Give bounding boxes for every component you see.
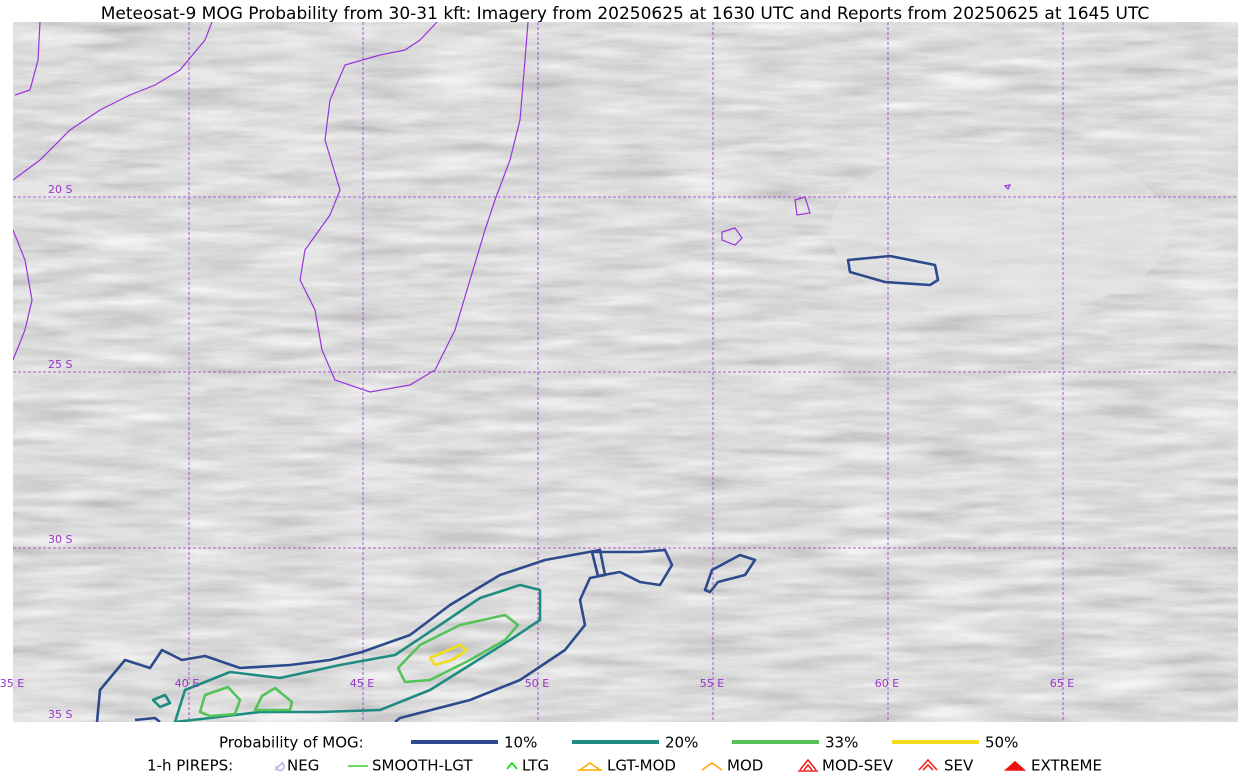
legend-label: MOD: [727, 757, 763, 775]
pirep-icon: [1003, 760, 1027, 771]
lon-label: 65 E: [1050, 677, 1074, 690]
legend-title: 1-h PIREPS:: [147, 757, 233, 775]
cloud-system: [830, 145, 1170, 315]
pirep-icon: [506, 761, 518, 770]
legend-label: LGT-MOD: [607, 757, 676, 775]
lon-label: 45 E: [350, 677, 374, 690]
contour-10: [95, 548, 607, 722]
legend-label: 20%: [665, 734, 698, 752]
lon-label: 40 E: [175, 677, 199, 690]
lat-label: 25 S: [48, 358, 72, 371]
lon-label: 55 E: [700, 677, 724, 690]
legend-title: Probability of MOG:: [219, 734, 364, 752]
contour-20: [151, 693, 172, 709]
legend-label: SMOOTH-LGT: [372, 757, 473, 775]
pirep-icon: [918, 758, 938, 771]
legend-label: 10%: [504, 734, 537, 752]
legend-label: 50%: [985, 734, 1018, 752]
grid-lines: [13, 22, 1238, 722]
lat-label: 20 S: [48, 183, 72, 196]
lon-label: 50 E: [525, 677, 549, 690]
coastlines: [13, 22, 1012, 393]
contour-20: [173, 583, 542, 722]
africa-coast: [13, 22, 41, 361]
lon-label: 35 E: [0, 677, 24, 690]
map: 20 S 25 S 30 S 35 S: [13, 22, 1238, 722]
contour-50: [428, 643, 469, 667]
legend: Probability of MOG: 10% 20% 33% 50% 1-h PIREP…: [147, 734, 1102, 775]
legend-label: LTG: [522, 757, 549, 775]
pirep-icon: [798, 758, 818, 772]
pirep-icon: [701, 762, 723, 771]
lat-label: 35 S: [48, 708, 72, 721]
pirep-icon: [577, 762, 603, 771]
contours: [95, 254, 940, 722]
contour-33: [198, 613, 520, 718]
title: Meteosat-9 MOG Probability from 30-31 kf…: [101, 4, 1150, 24]
legend-label: EXTREME: [1031, 757, 1102, 775]
pirep-icon: [274, 761, 285, 772]
lon-label: 60 E: [875, 677, 899, 690]
legend-label: MOD-SEV: [822, 757, 894, 775]
legend-label: 33%: [825, 734, 858, 752]
legend-label: NEG: [287, 757, 319, 775]
island-coast: [721, 184, 1012, 246]
madagascar-coast: [299, 22, 529, 393]
africa-coast: [13, 22, 213, 181]
lat-label: 30 S: [48, 533, 72, 546]
legend-label: SEV: [944, 757, 974, 775]
map-labels: 20 S 25 S 30 S 35 S: [48, 183, 72, 721]
contour-10: [134, 254, 940, 722]
graticule: [13, 22, 1238, 722]
